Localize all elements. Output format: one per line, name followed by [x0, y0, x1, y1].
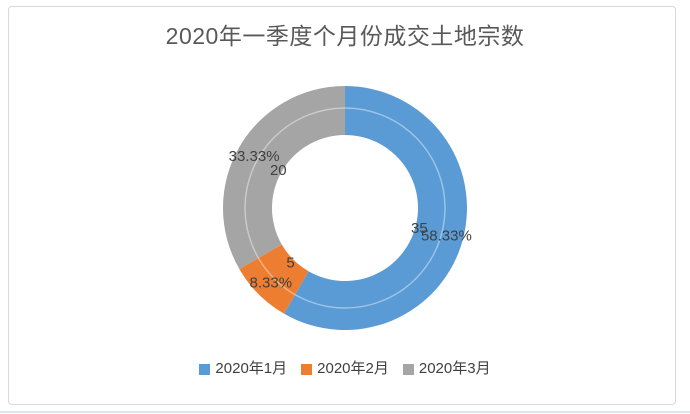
slice-percent-label: 8.33%	[250, 274, 293, 291]
chart-legend: 2020年1月 2020年2月 2020年3月	[0, 360, 690, 378]
pie-slice-1	[284, 86, 467, 330]
legend-swatch	[402, 363, 414, 375]
slice-percent-label: 33.33%	[229, 148, 280, 165]
legend-label: 2020年3月	[418, 360, 491, 377]
page-divider	[0, 411, 690, 413]
legend-swatch	[199, 363, 211, 375]
ring-gridline	[244, 107, 446, 309]
legend-label: 2020年1月	[215, 360, 288, 377]
legend-swatch	[301, 363, 313, 375]
pie-slice-2	[239, 244, 309, 314]
legend-item-2: 2020年2月	[301, 360, 389, 378]
slice-value-label: 5	[286, 255, 294, 272]
legend-item-1: 2020年1月	[199, 360, 287, 378]
chart-frame	[8, 6, 676, 405]
legend-label: 2020年2月	[317, 360, 389, 377]
slice-percent-label: 58.33%	[421, 227, 472, 244]
legend-item-3: 2020年3月	[402, 360, 491, 378]
pie-slice-3	[222, 86, 345, 269]
chart-title: 2020年一季度个月份成交土地宗数	[165, 23, 525, 49]
slice-value-label: 20	[270, 162, 287, 179]
slice-value-label: 35	[411, 220, 428, 237]
